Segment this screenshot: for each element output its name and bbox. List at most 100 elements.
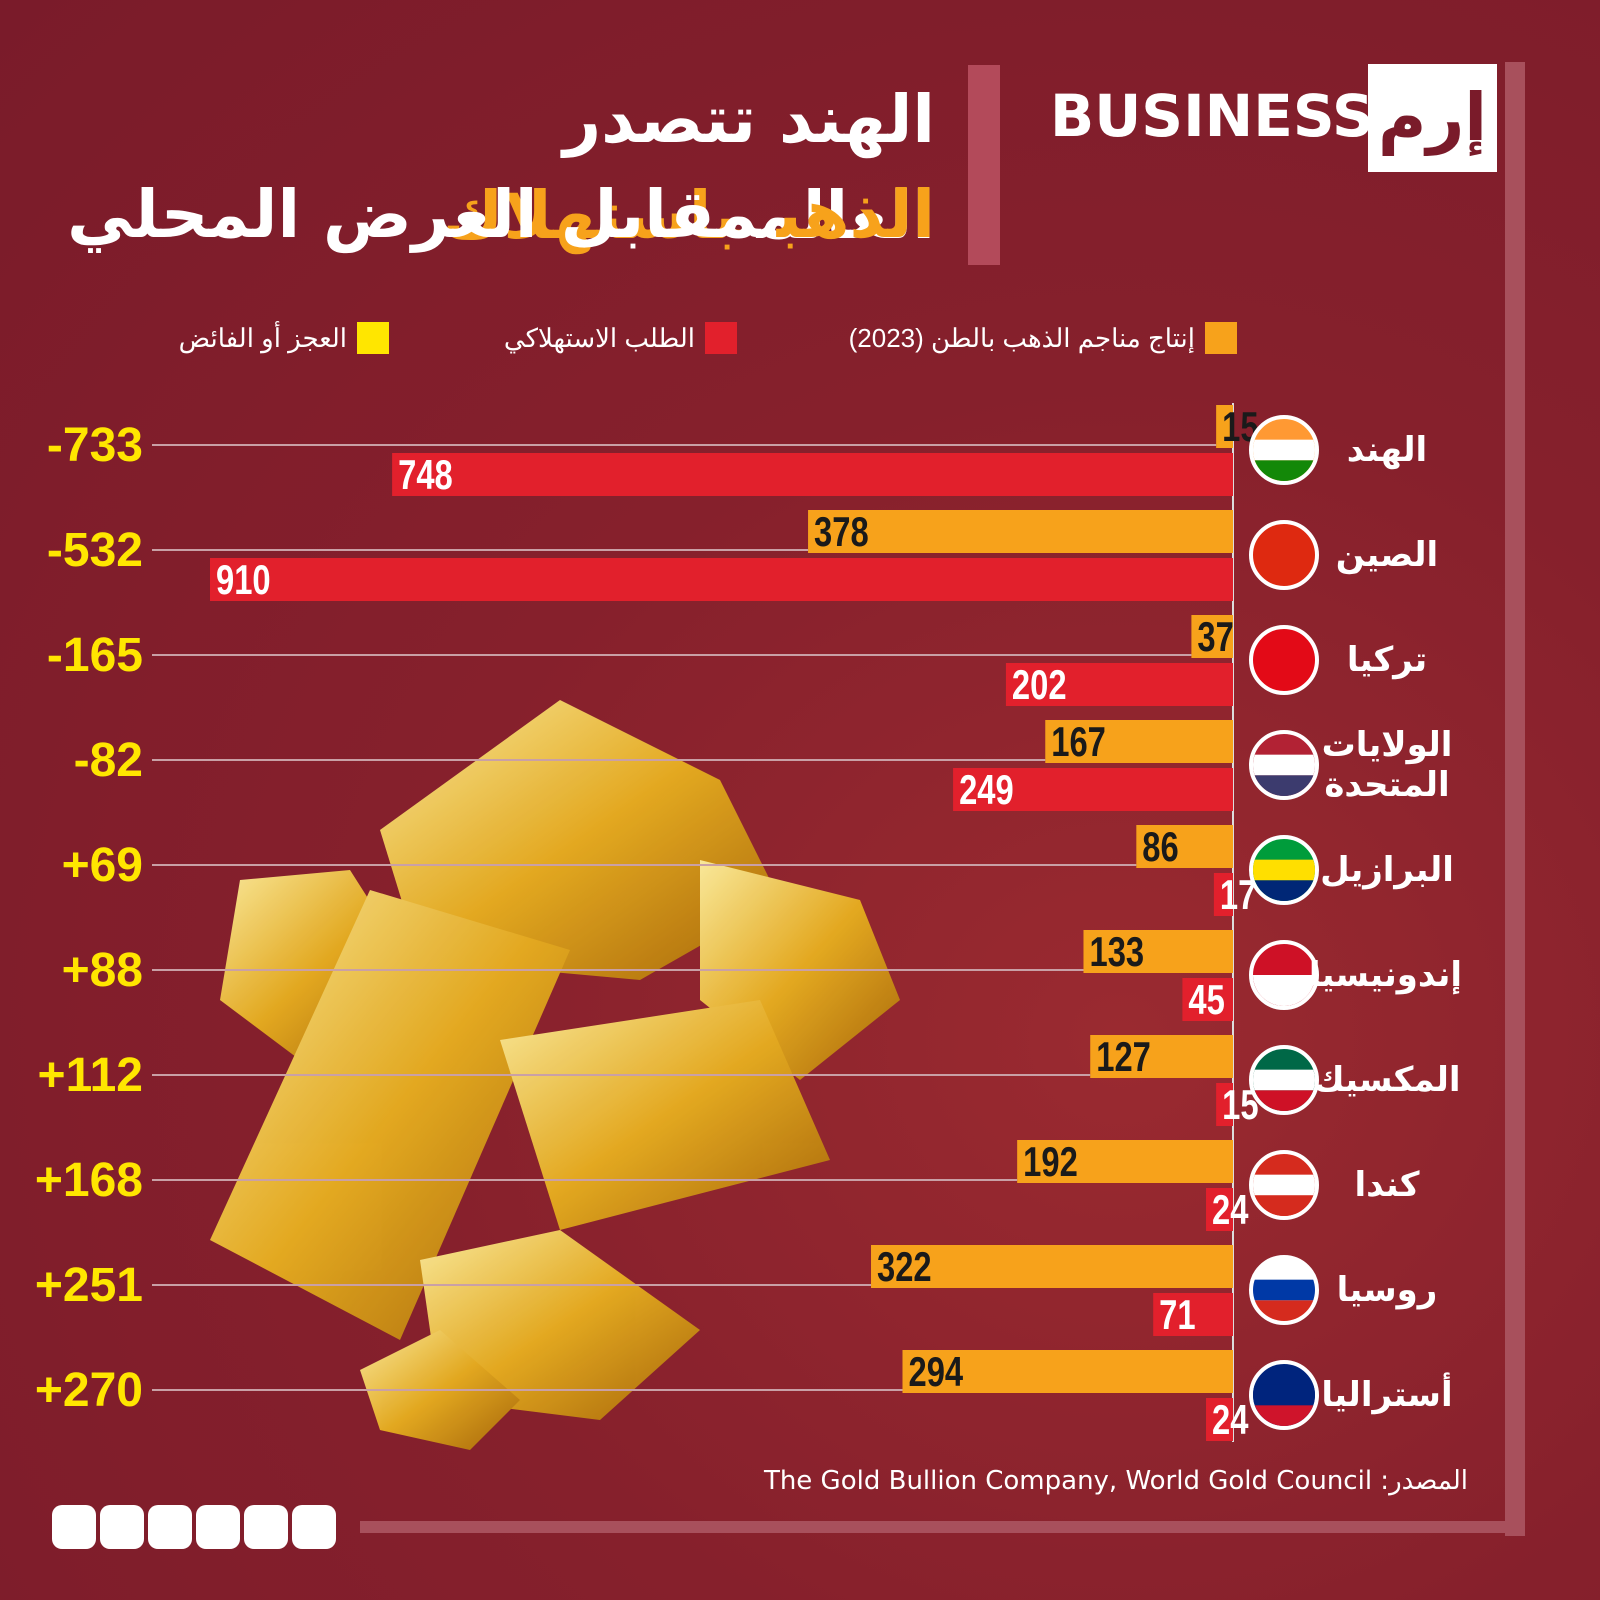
- accent-bar: [1505, 62, 1525, 1536]
- bar: [1216, 1083, 1233, 1126]
- category-label: الهند: [1346, 430, 1428, 470]
- flag: [1249, 415, 1319, 485]
- bar-value-label: 322: [877, 1243, 932, 1290]
- flag-stripe: [1253, 1069, 1315, 1091]
- flag: [1249, 1255, 1319, 1325]
- flag: [1249, 730, 1319, 800]
- flag-stripe: [1253, 880, 1315, 901]
- flag-bg: [1249, 520, 1319, 590]
- bar-value-label: 249: [959, 766, 1014, 813]
- flag-stripe: [1253, 859, 1315, 881]
- social-icon[interactable]: [100, 1505, 144, 1549]
- net-label: -733: [47, 419, 143, 472]
- bar-value-label: 167: [1051, 718, 1106, 765]
- flag-stripe: [1253, 754, 1315, 776]
- net-label: -532: [47, 524, 143, 577]
- legend-label: العجز أو الفائض: [179, 320, 347, 354]
- bar: [1153, 1293, 1233, 1336]
- title-segment: باستهلاك: [442, 177, 741, 254]
- bar-value-label: 133: [1089, 928, 1144, 975]
- bar: [1136, 825, 1233, 868]
- title-segment: مقابل العرض المحلي: [67, 176, 761, 253]
- category-label: أستراليا: [1321, 1375, 1453, 1415]
- social-icon[interactable]: [292, 1505, 336, 1549]
- net-label: +88: [62, 944, 143, 997]
- bar-value-label: 37: [1197, 613, 1233, 660]
- bar-value-label: 24: [1212, 1186, 1248, 1233]
- bar-value-label: 127: [1096, 1033, 1151, 1080]
- bar-value-label: 86: [1142, 823, 1178, 870]
- bar: [210, 558, 1233, 601]
- flag: [1249, 625, 1319, 695]
- source: المصدر: The Gold Bullion Company, World …: [763, 1466, 1468, 1496]
- bar: [1206, 1188, 1233, 1231]
- net-label: -82: [74, 734, 143, 787]
- bar: [953, 768, 1233, 811]
- net-label: -165: [47, 629, 143, 682]
- category-label: الولايات المتحدة: [1321, 725, 1453, 805]
- bar: [1017, 1140, 1233, 1183]
- category-label: كندا: [1354, 1165, 1420, 1205]
- bar-value-label: 45: [1188, 976, 1224, 1023]
- legend-label: إنتاج مناجم الذهب بالطن (2023): [849, 323, 1195, 354]
- category-label: روسيا: [1336, 1270, 1438, 1310]
- accent-bar: [968, 65, 1000, 265]
- bar-value-label: 910: [216, 556, 271, 603]
- category-label: الصين: [1335, 535, 1439, 575]
- social-icon[interactable]: [196, 1505, 240, 1549]
- social-icons: [52, 1505, 336, 1549]
- net-label: +168: [35, 1154, 143, 1207]
- bar-value-label: 748: [398, 451, 453, 498]
- net-label: +69: [62, 839, 143, 892]
- legend-swatch: [705, 322, 737, 354]
- category-label: تركيا: [1346, 640, 1428, 680]
- flag: [1249, 1150, 1319, 1220]
- flag-stripe: [1253, 1300, 1315, 1321]
- flag: [1249, 835, 1319, 905]
- net-label: +112: [38, 1049, 143, 1102]
- legend-label: الطلب الاستهلاكي: [504, 323, 695, 354]
- title-segment: الذهب: [776, 176, 935, 253]
- social-icon[interactable]: [148, 1505, 192, 1549]
- bar: [1090, 1035, 1233, 1078]
- category-label: المكسيك: [1313, 1060, 1461, 1100]
- flag: [1249, 940, 1319, 1010]
- flag-stripe: [1253, 975, 1315, 1006]
- title-line: الذهبمقابل العرض المحلي: [35, 167, 935, 263]
- bar: [1045, 720, 1233, 763]
- flag: [1249, 1045, 1319, 1115]
- net-label: +251: [35, 1259, 143, 1312]
- flag-stripe: [1253, 1384, 1315, 1406]
- flag-stripe: [1253, 1405, 1315, 1426]
- category-label: إندونيسيا: [1308, 955, 1462, 995]
- social-icon[interactable]: [244, 1505, 288, 1549]
- title-line: الهند تتصدر العالمباستهلاك: [35, 72, 935, 264]
- flag-stripe: [1253, 1195, 1315, 1216]
- flag-stripe: [1253, 439, 1315, 461]
- bar: [871, 1245, 1233, 1288]
- bar: [1216, 405, 1233, 448]
- bar-value-label: 24: [1212, 1396, 1248, 1443]
- bar: [1213, 873, 1233, 916]
- bar-value-label: 192: [1023, 1138, 1078, 1185]
- bar-value-label: 71: [1159, 1291, 1195, 1338]
- bar: [902, 1350, 1233, 1393]
- flag-stripe: [1253, 775, 1315, 796]
- bar: [1083, 930, 1233, 973]
- legend-swatch: [357, 322, 389, 354]
- bar: [392, 453, 1234, 496]
- title-segment: الهند تتصدر العالم: [563, 81, 935, 254]
- flag-bg: [1249, 625, 1319, 695]
- bar: [1005, 663, 1233, 706]
- bar-value-label: 202: [1012, 661, 1067, 708]
- flag: [1249, 520, 1319, 590]
- category-label: البرازيل: [1320, 850, 1454, 890]
- bar: [808, 510, 1233, 553]
- bar-value-label: 378: [814, 508, 869, 555]
- flag-stripe: [1253, 1090, 1315, 1111]
- net-label: +270: [35, 1364, 143, 1417]
- social-icon[interactable]: [52, 1505, 96, 1549]
- flag: [1249, 1360, 1319, 1430]
